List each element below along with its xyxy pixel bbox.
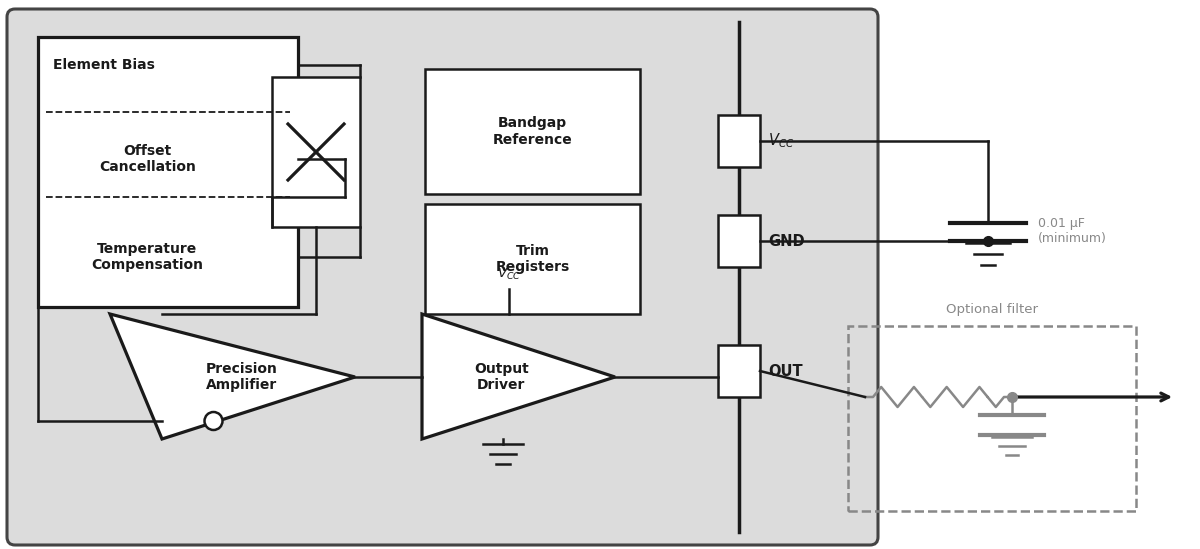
Circle shape xyxy=(204,412,222,430)
Text: Element Bias: Element Bias xyxy=(53,58,155,72)
Text: Temperature
Compensation: Temperature Compensation xyxy=(91,242,203,272)
Text: 0.01 μF
(minimum): 0.01 μF (minimum) xyxy=(1038,217,1106,245)
FancyBboxPatch shape xyxy=(7,9,878,545)
Text: OUT: OUT xyxy=(768,363,803,378)
Polygon shape xyxy=(422,314,616,439)
FancyBboxPatch shape xyxy=(718,215,760,267)
FancyBboxPatch shape xyxy=(718,345,760,397)
Text: Bandgap
Reference: Bandgap Reference xyxy=(493,116,572,147)
Text: $V_{CC}$: $V_{CC}$ xyxy=(497,267,521,282)
FancyBboxPatch shape xyxy=(38,37,298,307)
FancyBboxPatch shape xyxy=(272,77,360,227)
Text: $V_{CC}$: $V_{CC}$ xyxy=(768,132,794,150)
Polygon shape xyxy=(110,314,355,439)
Text: Output
Driver: Output Driver xyxy=(474,362,529,392)
FancyBboxPatch shape xyxy=(425,69,640,194)
FancyBboxPatch shape xyxy=(718,115,760,167)
FancyBboxPatch shape xyxy=(425,204,640,314)
Text: Optional filter: Optional filter xyxy=(946,303,1038,316)
Text: Offset
Cancellation: Offset Cancellation xyxy=(98,144,196,174)
Text: Precision
Amplifier: Precision Amplifier xyxy=(205,362,277,392)
Text: Trim
Registers: Trim Registers xyxy=(496,244,570,274)
Text: GND: GND xyxy=(768,233,805,249)
